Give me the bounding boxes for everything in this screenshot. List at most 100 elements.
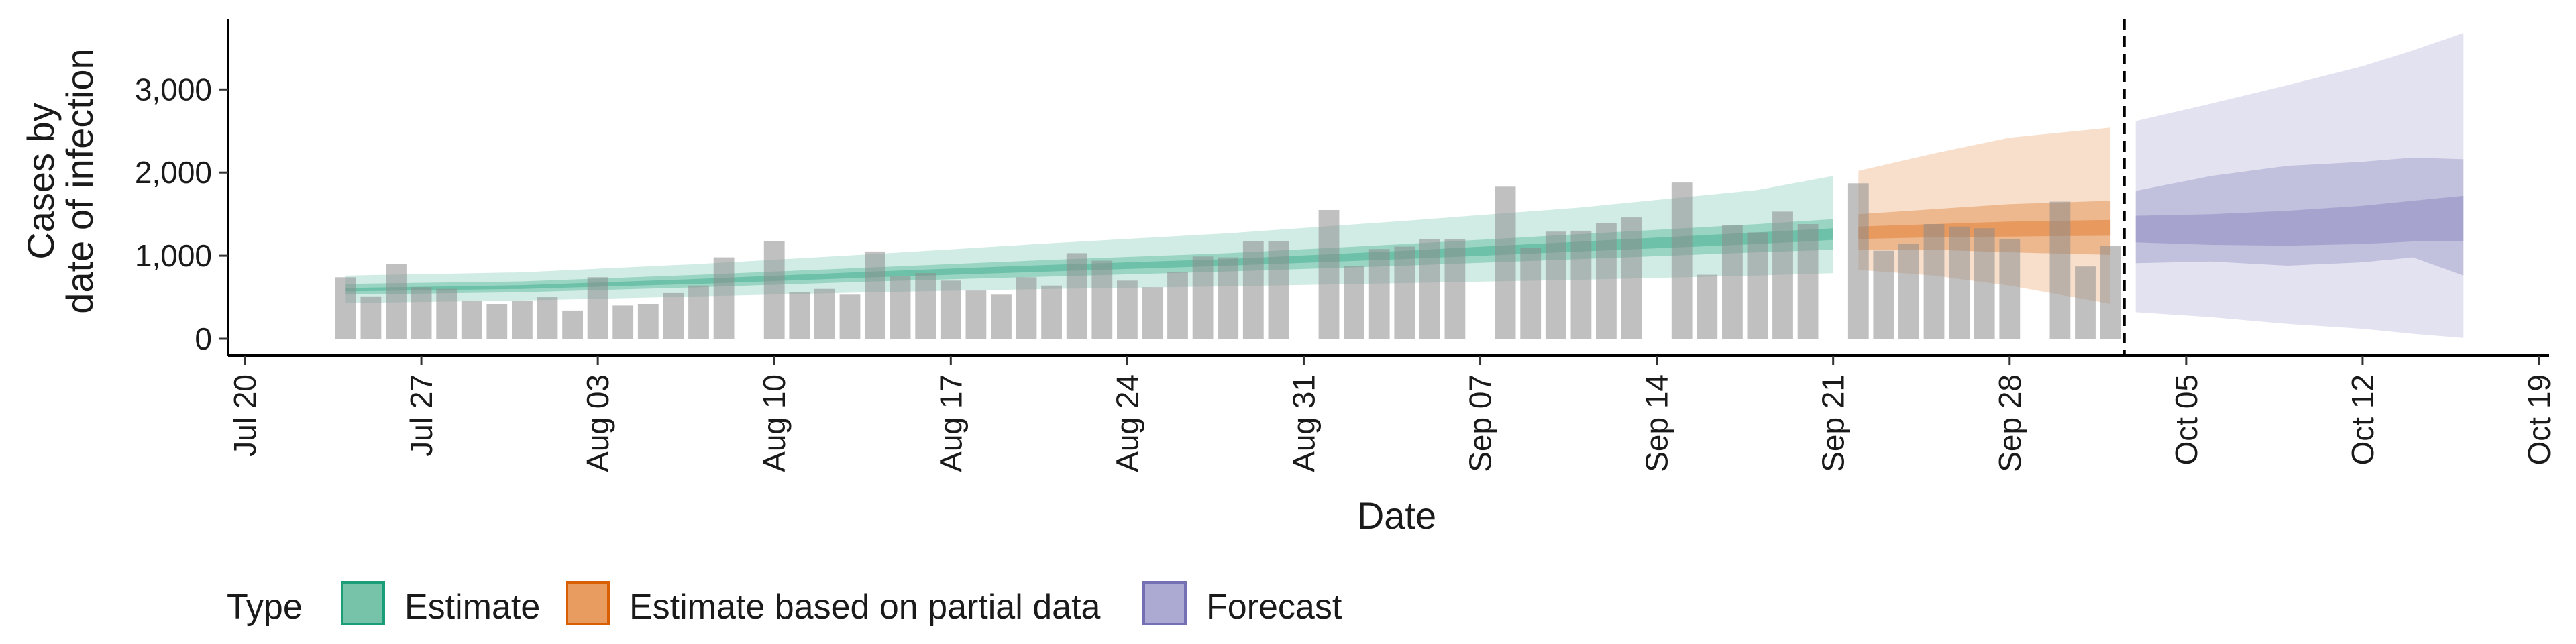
x-tick-label: Oct 05 xyxy=(2169,374,2204,466)
case-bar xyxy=(335,277,356,339)
case-bar xyxy=(991,294,1012,339)
x-tick-label: Sep 14 xyxy=(1640,374,1674,472)
case-bar xyxy=(1772,211,1793,339)
case-bar xyxy=(1318,210,1340,339)
x-tick-label: Oct 19 xyxy=(2522,374,2557,466)
y-tick-label: 0 xyxy=(195,321,212,356)
case-bar xyxy=(612,305,634,339)
y-axis-title-line-1: Cases by xyxy=(19,103,62,259)
case-bar xyxy=(1621,217,1642,339)
case-bar xyxy=(688,285,709,339)
case-bar xyxy=(1847,183,1869,339)
x-tick-label: Sep 07 xyxy=(1463,374,1498,472)
case-bar xyxy=(965,290,987,339)
case-bar xyxy=(915,273,936,339)
x-tick-label: Sep 28 xyxy=(1992,374,2027,472)
case-bar xyxy=(814,288,835,339)
case-bar xyxy=(1797,224,1819,339)
case-bar xyxy=(562,310,583,339)
case-bar xyxy=(1671,182,1693,339)
case-bar xyxy=(486,304,508,339)
legend: Type Estimate Estimate based on partial … xyxy=(227,581,1342,627)
case-bar xyxy=(1394,246,1415,339)
case-bar xyxy=(1697,274,1718,339)
case-bar xyxy=(1873,250,1894,339)
case-bar xyxy=(411,287,432,339)
x-tick-label: Aug 31 xyxy=(1287,374,1322,472)
case-bar xyxy=(1999,239,2021,339)
case-bar xyxy=(1419,239,1440,339)
legend-key-partial xyxy=(566,581,610,625)
case-bar xyxy=(386,264,407,339)
case-bar xyxy=(1344,266,1364,339)
case-bar xyxy=(1898,244,1919,339)
case-bar xyxy=(637,304,659,339)
legend-label-partial: Estimate based on partial data xyxy=(629,588,1101,627)
case-bar xyxy=(1242,241,1264,339)
case-bar xyxy=(1041,285,1062,339)
band-ci50-series-2 xyxy=(2135,157,2464,276)
case-bar xyxy=(1923,224,1945,339)
y-axis-title-line-2: date of infection xyxy=(58,48,101,313)
case-bar xyxy=(1016,277,1037,339)
case-bar xyxy=(839,294,861,339)
case-bar xyxy=(890,276,911,339)
x-tick-label: Aug 17 xyxy=(933,374,968,472)
y-tick-label: 2,000 xyxy=(135,155,212,190)
band-ci50-series-1 xyxy=(1858,201,2111,255)
case-bar xyxy=(1066,253,1087,339)
case-bar xyxy=(1974,228,1995,339)
case-bar xyxy=(1495,186,1516,339)
case-bar xyxy=(1747,232,1768,339)
case-bar xyxy=(713,257,735,339)
axes: 0 1,000 2,000 3,000 Jul 20 Jul 27 Aug 03 Aug 10… xyxy=(135,19,2557,472)
y-tick-label: 1,000 xyxy=(135,238,212,273)
x-tick-label: Jul 20 xyxy=(227,374,262,457)
x-tick-label: Jul 27 xyxy=(404,374,439,457)
x-tick-label: Sep 21 xyxy=(1816,374,1851,472)
case-bar xyxy=(940,280,961,339)
case-bar xyxy=(2100,246,2121,339)
case-bar xyxy=(1444,239,1466,339)
case-bar xyxy=(461,301,482,339)
case-bar xyxy=(1091,260,1113,339)
case-bar xyxy=(1268,241,1289,339)
case-bar xyxy=(763,241,785,339)
legend-key-forecast xyxy=(1142,581,1187,625)
case-bar xyxy=(1167,272,1188,339)
y-tick-label: 3,000 xyxy=(135,72,212,107)
case-bar xyxy=(1545,231,1566,339)
case-bar xyxy=(537,297,558,339)
band-ci90-series-2 xyxy=(2135,33,2464,338)
case-bar xyxy=(865,251,885,339)
legend-key-estimate xyxy=(341,581,385,625)
legend-label-estimate: Estimate xyxy=(405,588,540,627)
case-bar xyxy=(512,301,533,339)
case-bar xyxy=(1570,230,1592,339)
case-bar xyxy=(436,288,458,339)
case-bar xyxy=(1722,225,1743,339)
case-bar xyxy=(2075,266,2096,339)
case-bar xyxy=(1520,248,1542,339)
case-bar xyxy=(587,277,608,339)
case-bar xyxy=(1142,287,1163,339)
case-bar xyxy=(2049,201,2071,339)
band-ci20-series-2 xyxy=(2135,195,2464,246)
case-bar xyxy=(1117,280,1138,339)
x-axis-title: Date xyxy=(1357,494,1436,537)
y-axis-title: Cases by date of infection xyxy=(19,48,101,313)
case-bar xyxy=(1192,256,1214,339)
x-tick-label: Oct 12 xyxy=(2345,374,2380,466)
case-bar xyxy=(663,292,684,339)
case-bar xyxy=(1949,226,1970,339)
observed-case-bars xyxy=(335,182,2121,339)
case-bar xyxy=(1368,249,1390,339)
case-bar xyxy=(1596,223,1617,339)
case-bar xyxy=(360,296,382,339)
x-tick-label: Aug 10 xyxy=(757,374,792,472)
band-ci90-series-1 xyxy=(1858,127,2111,305)
legend-title: Type xyxy=(227,588,303,627)
x-tick-label: Aug 03 xyxy=(580,374,615,472)
case-bar xyxy=(789,292,810,339)
